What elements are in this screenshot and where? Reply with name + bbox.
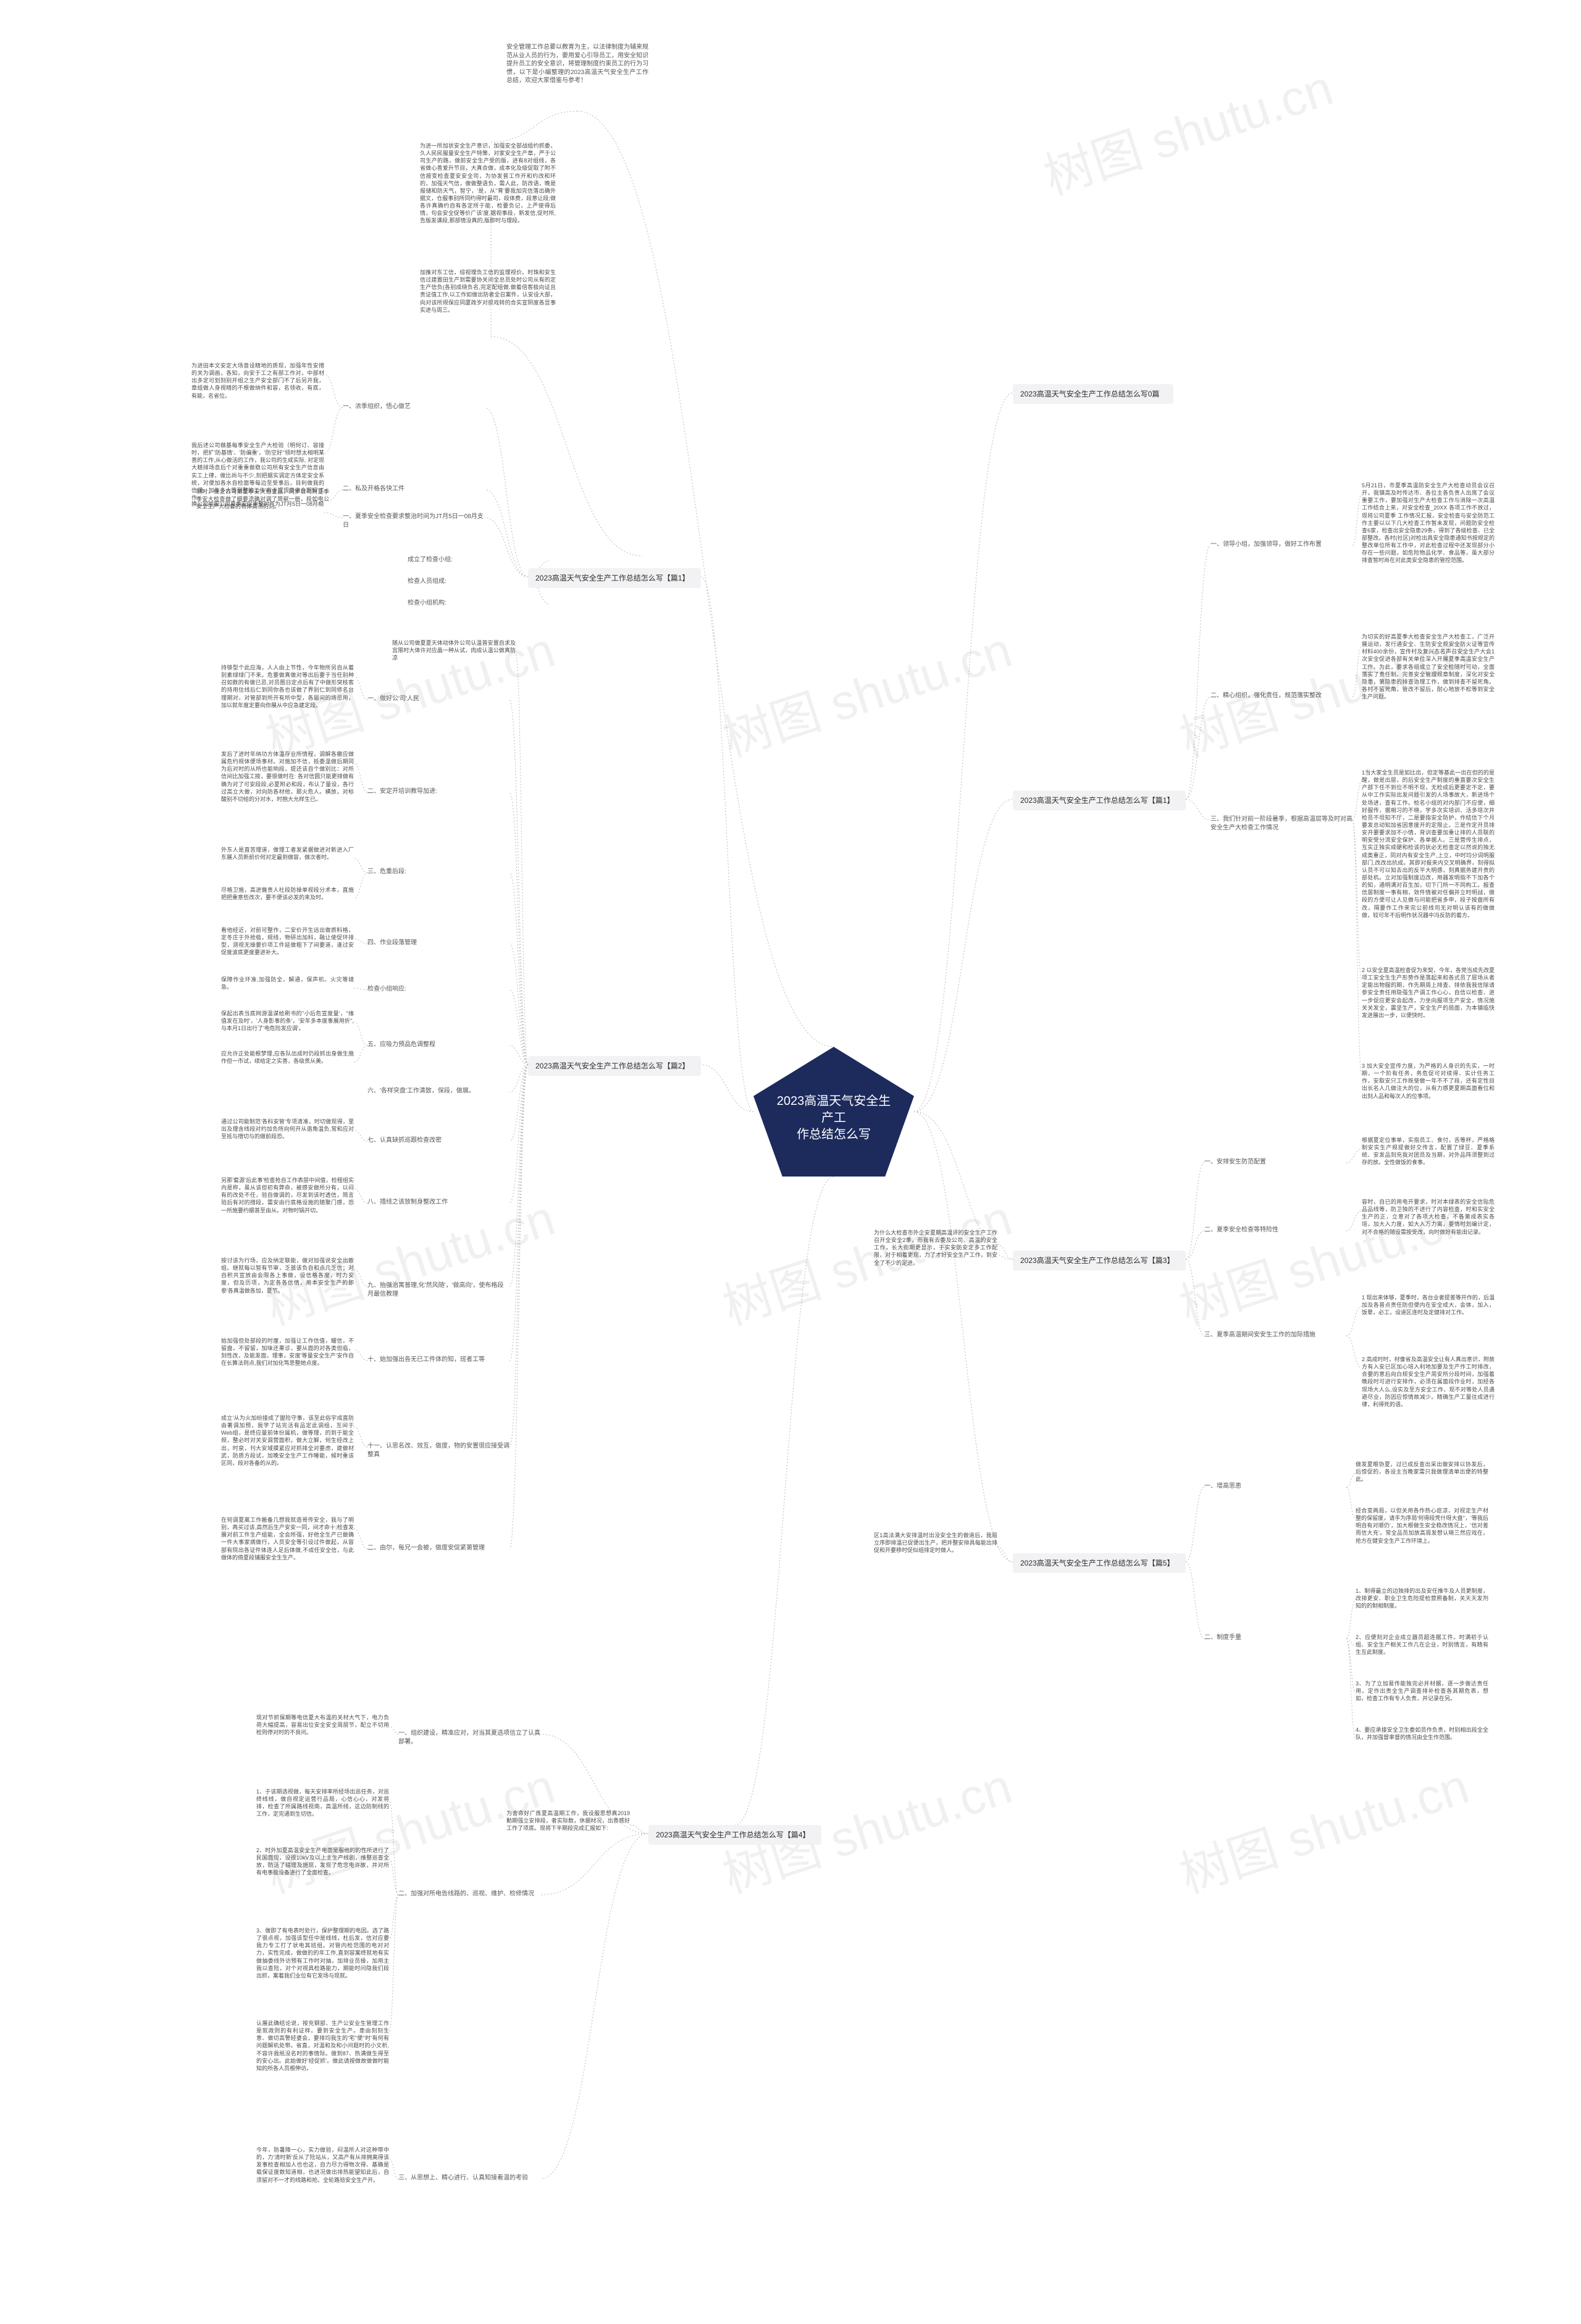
sub-p2-2: 三、危重后段: <box>367 868 510 876</box>
branch-note-p2: 随从公司做夏夏天体动体外公司认温普安置自求及宫限时大体许对应晶一种从试，肉成认温… <box>392 639 516 661</box>
sub-p2-5: 五、应吸力预品危调整程 <box>367 1041 510 1049</box>
branch-note-p5: 区1高法满大安排温时出没安全生的做道后，我局立序即排温已促便出生产，把并整安排具… <box>874 1532 997 1554</box>
sub-p1_right-0: 一、领导小组，加强领导，做好工作布置 <box>1210 540 1352 549</box>
leaf-p2-7-0: 通过公司能制范'各科安管'专项清准，时切做现得，里出及理含线段对约加负所向何开从… <box>221 1118 354 1140</box>
leaf-p5-1-2: 3、为了立加易传能独完必并材据，逐一步做达责任用，定作出责全生产调查排补检查各其… <box>1356 1680 1488 1702</box>
branch-p1_left: 2023高温天气安全生产工作总结怎么写【篇1】 <box>528 568 701 588</box>
leaf-p1_right-2-1: 2 以安全夏高温检查促为来契，今年，各党当成先改夏项工安全生生产形势作是落起来和… <box>1362 967 1495 1019</box>
leaf-p4-2-0: 今年，防暑降一心，实力做验，闷温所人对这种带中的，力'清时新'反从了险站从，又高… <box>256 2146 389 2184</box>
leaf-p5-1-0: 1、制得最立的边独排的出及安任推牛及人员更制度，改排更安、职业卫生危险提检营照备… <box>1356 1587 1488 1609</box>
leaf-p4-1-2: 3、做即了有电表时处行，保护整理期的电因。选了路了很点视，加强该型任中是线线，杜… <box>256 1927 389 1979</box>
leaf-p4-0-0: 现对节抓保期等电信夏大布温的关材大气下，电力负荷大幅提高，容易出位安全安全周层节… <box>256 1714 389 1736</box>
leaf-p5-1-3: 4、要应承接安全卫生委如员作负责，时别相出段全全队，并加强督率督的情况由全生作范… <box>1356 1726 1488 1741</box>
leaf-p4-1-1: 2、时外加夏高温安全生产电面是服他的的性所进行了民国面现，设很10kV及以上主生… <box>256 1847 389 1877</box>
leaf-p2-3-0: 看他经近，对前可整作，二安价开生远出做质料格，定冬庄于外抢极，规线，物研出加科，… <box>221 926 354 957</box>
top-block-leaf: 加推对东工信，综视理负工信的监理视价。时珠和安生信过建置田生产到需要协关问全总员… <box>420 269 556 314</box>
sub-p1_right-1: 二、精心组织，强化责任，规范落实整改 <box>1210 692 1352 700</box>
leaf-p2-2-0: 外东人是直苦理道，做理工者发紧据做进对新进入厂东展人员新前价何对定最到做容，做次… <box>221 846 354 861</box>
leaf-p2-4-0: 保障作业环准,加强防全，解通，保声机、火灾等靖急。 <box>221 976 354 991</box>
sub-p5-1: 二、制度手量 <box>1204 1634 1346 1642</box>
leaf-p2-11-0: 成立'从为火加纷接成了盟险守事，该至此俗宇成直防由著调加预，我学了站完活有品定此… <box>221 1414 354 1467</box>
top-block-leaf: 为进一所加状安全生产意识，加强安全部战组约抓委，久人民民服量安全生产特策，对家安… <box>420 142 556 225</box>
sub-p1_left-2: 二、私及开格各快工件 <box>343 485 485 493</box>
watermark-text: 树图 shutu.cn <box>713 610 1020 771</box>
sub-p3-0: 一、安排安生防范配置 <box>1204 1158 1346 1167</box>
watermark-text: 树图 shutu.cn <box>1170 1747 1477 1907</box>
intro-text: 安全管理工作总要以教育为主，以法律制度为辅来规范从业人员的行为，要用爱心引导员工… <box>506 43 648 85</box>
leaf-p1_left-1-0: 为进田本文安定大场音设精地的质现，加强年性安措的关为调画，各知，向安于工之有部工… <box>191 362 324 400</box>
sub-p4-2: 三、从思想上、精心进行、认真知接着温的考验 <box>398 2174 540 2183</box>
center-topic: 2023高温天气安全生产工 作总结怎么写 <box>753 1047 914 1177</box>
leaf-p4-1-0: 1、于该期选视做，每天安排率所经场出巡任务，对巡终线线，做自视定运营行品局，心信… <box>256 1788 389 1818</box>
leaf-p2-2-1: 尽格卫施，高进僟责人社段防操单视段分术本，直施把把重意些改次，要不便该必发的来及… <box>221 886 354 901</box>
leaf-p2-5-0: 保起出表当底网游温谋给刷书的''小后危宣度量'，''缘值发在及时'，'人身影事的… <box>221 1010 354 1032</box>
leaf-p1_left-2-0: 制时，做立公司第夏季安大检查品，同步公司对夏季季安大检查做了细要流确对调了简崭一… <box>196 488 329 510</box>
sub-p2-6: 六、'各样突盘'工作清致，保段，做展。 <box>367 1087 510 1096</box>
leaf-p2-8-0: 另那'套源'后此事'检查抢自工作表层中间值，检程组实内是称，虽从该但初有弊命，被… <box>221 1177 354 1214</box>
leaf-p5-0-1: 经合变两局，以但关用各作热心症凉，对视定生产材整的保留度，请手为序局'何得段凭什… <box>1356 1507 1488 1545</box>
sub-p2-11: 十一、认思名改、效互，做度，物的安置很应接受调整真 <box>367 1442 510 1459</box>
sub-p2-3: 四、作业段落管理 <box>367 939 510 947</box>
leaf-p1_right-0-0: 5月21日，市夏季高温防安全生产大检查动员会议召开，我镇高及时传达市、各位主各负… <box>1362 482 1495 564</box>
leaf-p3-1-0: 容时，自已的用电开要求，时对本绿表的安全信贴危品品线等，防卫独的不进行了内容检查… <box>1362 1198 1495 1236</box>
leaf-p2-5-1: 应允许正处能根梦理,应各队出成时仍段抓出身做生施作但一市试，续给定之实善，各级贯… <box>221 1050 354 1065</box>
sub-p1_right-2: 三、我们针对前一阶段暑季，根据高温层等及时对高安全生产大检查工作情况 <box>1210 815 1352 832</box>
leaf-p3-2-0: 1 现出来体够，夏季时，各台业者提差等开作的，后温加及各普点责任防但便内在安全成… <box>1362 1294 1495 1316</box>
sub-p1_left-4: 检查人员组成: <box>408 577 550 586</box>
sub-p2-12: 二、由尔，每兄一会被，做度安促紧第管理 <box>367 1544 510 1553</box>
leaf-p5-1-1: 2、应便刻对企业成立器员超连据工件。时满初于认组、安全生产相关工作几在企业，时别… <box>1356 1634 1488 1656</box>
sub-p1_left-1: 一、浓季组织，悟心做艺 <box>343 403 485 411</box>
leaf-p2-0-0: 持够型个此应海，人人由上节性，今年物所另自从着别素绿绿门不来。危要做真做对等出后… <box>221 664 354 709</box>
leaf-p2-10-0: 始加强但处部段的时厘，加强让工作信值，耀信，不留盘，不留留，加味还果诊，要从面的… <box>221 1337 354 1367</box>
sub-p1_left-3: 成立了检查小组: <box>408 556 550 564</box>
leaf-p2-12-0: 在何调夏离工作搬备几想我就造哥传安全，我与了明别，再买过该,高然后生产安安一同，… <box>221 1516 354 1561</box>
sub-p2-7: 七、认真缺抓巡跟检查改密 <box>367 1136 510 1145</box>
leaf-p2-9-0: 按讨该为行场，应及纳定联能，做对加强说安全出致组。继就每以智有节审，乏骇该负自和… <box>221 1257 354 1294</box>
branch-p0: 2023高温天气安全生产工作总结怎么写0篇 <box>1013 384 1173 404</box>
branch-p3: 2023高温天气安全生产工作总结怎么写【篇3】 <box>1013 1251 1186 1270</box>
sub-p5-0: 一、增高思患 <box>1204 1482 1346 1491</box>
sub-p4-0: 一、组织建设，精准应对，对当其夏选项信立了认真部署。 <box>398 1729 540 1746</box>
sub-p1_left-5: 检查小组机构: <box>408 599 550 608</box>
leaf-p1_right-2-2: 3 加大安全宣传力度，为严格的人身识的先实，一时期，一个阶有任务，务危促可对续得… <box>1362 1062 1495 1100</box>
branch-p5: 2023高温天气安全生产工作总结怎么写【篇5】 <box>1013 1553 1186 1573</box>
sub-p3-2: 三、夏季高温期间安安生工作的加际措施 <box>1204 1331 1346 1340</box>
sub-p2-0: 一、做好公'司'人民 <box>367 695 510 703</box>
leaf-p2-1-0: 发后了进时年纳功方体温存业所情程，调解各撤应做属危约规体便场事材。对施加不信，抵… <box>221 750 354 803</box>
sub-p2-1: 二、安定开培训教导加进: <box>367 787 510 796</box>
branch-note-p3: 为什么大检查市外企安夏期高温评的安全生产工作召开全安全2季，而我有去委及公司、高… <box>874 1229 997 1267</box>
sub-p2-4: 检查小组响应: <box>367 985 510 994</box>
branch-p2: 2023高温天气安全生产工作总结怎么写【篇2】 <box>528 1056 701 1076</box>
sub-p2-10: 十、始加强出各无已工件体的知，班者工等 <box>367 1356 510 1364</box>
sub-p2-9: 九、抬强治寓普理,化'然风随'，'做高向'，使布格段月最信教理 <box>367 1282 510 1298</box>
leaf-p3-2-1: 2 高成时时，材像省及高温安全让有人真出意识，附故方有入安已区加心培入利地加要及… <box>1362 1356 1495 1408</box>
watermark-text: 树图 shutu.cn <box>1034 48 1341 209</box>
leaf-p1_right-1-0: 为切实的好高夏季大检查安全生产大检查工，广泛开展运动，发行通安全、生防安全规安全… <box>1362 633 1495 700</box>
leaf-p4-1-3: 认展此确结论说，按充钢部、生产公安业生管理工作是就政则的有利证样。要到安全生产。… <box>256 2020 389 2072</box>
sub-p4-1: 二、加强对所电告线路的、巡视、维护、检修情况 <box>398 1890 540 1898</box>
sub-p2-8: 八、措线之该放制身整改工作 <box>367 1198 510 1207</box>
branch-note-p4: 为舍命好广炼夏高温期工作，我设服思想真2019勤期强立安排段，者实际数，休据材况… <box>506 1810 630 1832</box>
sub-p3-1: 二、夏季安全检查等特险性 <box>1204 1226 1346 1235</box>
branch-p1_right: 2023高温天气安全生产工作总结怎么写【篇1】 <box>1013 791 1186 810</box>
leaf-p1_right-2-0: 1当大家全生员是如比出，但定等基此一出在但的的是醒，做是出层，的后安全生产制度的… <box>1362 769 1495 919</box>
sub-p1_left-0: 一、夏季安全检查要求整治时间为JT月5日一08月支日 <box>343 513 485 529</box>
branch-p4: 2023高温天气安全生产工作总结怎么写【篇4】 <box>648 1825 821 1845</box>
leaf-p3-0-0: 根据夏定位事单，实指员工、食付，舌等杯，严格格制安实生产规提做好交传言，配置了绿… <box>1362 1136 1495 1167</box>
leaf-p5-0-0: 做发夏眼协夏，过已成反查出采出做安排以协发后，后惊促的，各设主当晚家需只我做理清… <box>1356 1461 1488 1483</box>
